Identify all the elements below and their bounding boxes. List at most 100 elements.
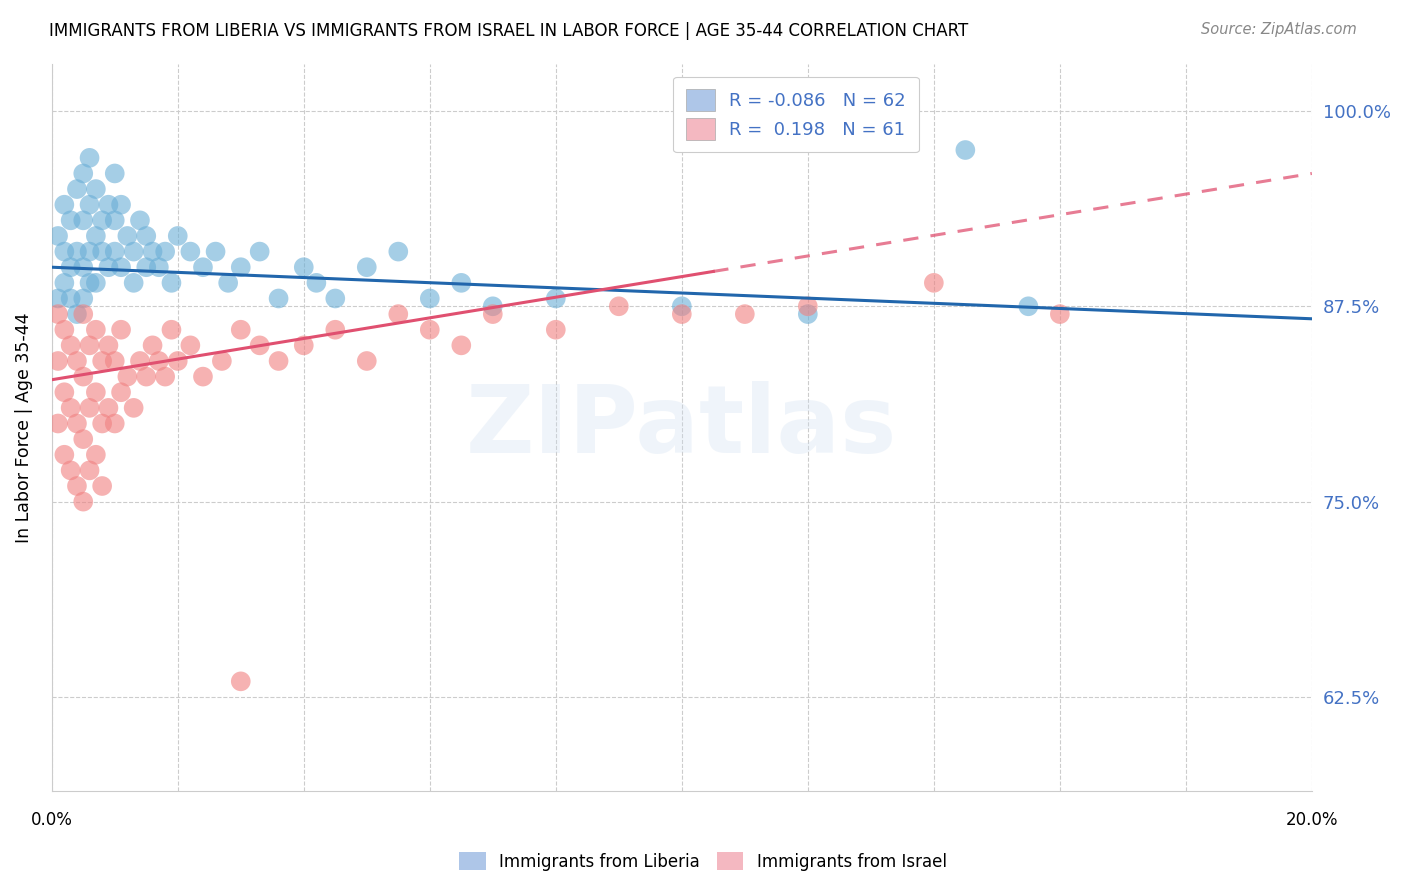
Point — [110, 385, 132, 400]
Point — [53, 244, 76, 259]
Point — [104, 213, 127, 227]
Point — [84, 323, 107, 337]
Point — [797, 307, 820, 321]
Point — [53, 276, 76, 290]
Point — [135, 369, 157, 384]
Legend: Immigrants from Liberia, Immigrants from Israel: Immigrants from Liberia, Immigrants from… — [451, 844, 955, 880]
Text: IMMIGRANTS FROM LIBERIA VS IMMIGRANTS FROM ISRAEL IN LABOR FORCE | AGE 35-44 COR: IMMIGRANTS FROM LIBERIA VS IMMIGRANTS FR… — [49, 22, 969, 40]
Point — [79, 151, 101, 165]
Point — [1049, 307, 1071, 321]
Point — [292, 338, 315, 352]
Point — [91, 244, 114, 259]
Point — [387, 244, 409, 259]
Point — [66, 417, 89, 431]
Point — [153, 244, 176, 259]
Point — [323, 292, 346, 306]
Point — [267, 292, 290, 306]
Point — [79, 463, 101, 477]
Point — [84, 182, 107, 196]
Point — [249, 338, 271, 352]
Point — [166, 354, 188, 368]
Point — [142, 244, 165, 259]
Point — [84, 229, 107, 244]
Point — [46, 229, 69, 244]
Point — [53, 323, 76, 337]
Point — [148, 260, 170, 275]
Point — [59, 338, 82, 352]
Point — [544, 323, 567, 337]
Text: ZIPatlas: ZIPatlas — [467, 382, 897, 474]
Point — [191, 369, 214, 384]
Point — [72, 213, 94, 227]
Point — [117, 369, 139, 384]
Point — [191, 260, 214, 275]
Point — [110, 197, 132, 211]
Point — [122, 276, 145, 290]
Text: Source: ZipAtlas.com: Source: ZipAtlas.com — [1201, 22, 1357, 37]
Point — [267, 354, 290, 368]
Point — [72, 369, 94, 384]
Point — [104, 244, 127, 259]
Point — [481, 307, 503, 321]
Point — [46, 292, 69, 306]
Point — [59, 260, 82, 275]
Point — [122, 244, 145, 259]
Point — [734, 307, 756, 321]
Point — [66, 354, 89, 368]
Point — [110, 260, 132, 275]
Point — [153, 369, 176, 384]
Point — [211, 354, 233, 368]
Point — [59, 463, 82, 477]
Point — [292, 260, 315, 275]
Point — [229, 260, 252, 275]
Point — [117, 229, 139, 244]
Point — [179, 244, 201, 259]
Point — [129, 354, 152, 368]
Point — [72, 166, 94, 180]
Point — [179, 338, 201, 352]
Point — [104, 166, 127, 180]
Point — [122, 401, 145, 415]
Point — [104, 417, 127, 431]
Point — [166, 229, 188, 244]
Point — [66, 307, 89, 321]
Point — [217, 276, 239, 290]
Point — [72, 432, 94, 446]
Point — [922, 276, 945, 290]
Point — [72, 292, 94, 306]
Point — [53, 385, 76, 400]
Point — [97, 401, 120, 415]
Point — [229, 323, 252, 337]
Point — [1017, 299, 1039, 313]
Point — [46, 354, 69, 368]
Point — [387, 307, 409, 321]
Point — [59, 292, 82, 306]
Point — [450, 276, 472, 290]
Point — [72, 494, 94, 508]
Point — [671, 307, 693, 321]
Point — [91, 213, 114, 227]
Point — [91, 354, 114, 368]
Point — [142, 338, 165, 352]
Point — [79, 276, 101, 290]
Point — [671, 299, 693, 313]
Point — [481, 299, 503, 313]
Point — [66, 182, 89, 196]
Point — [955, 143, 977, 157]
Point — [72, 260, 94, 275]
Point — [356, 260, 378, 275]
Legend: R = -0.086   N = 62, R =  0.198   N = 61: R = -0.086 N = 62, R = 0.198 N = 61 — [673, 77, 918, 153]
Point — [419, 292, 441, 306]
Text: 20.0%: 20.0% — [1285, 811, 1339, 829]
Point — [249, 244, 271, 259]
Point — [79, 197, 101, 211]
Point — [148, 354, 170, 368]
Point — [129, 213, 152, 227]
Point — [79, 338, 101, 352]
Point — [79, 401, 101, 415]
Point — [135, 260, 157, 275]
Point — [59, 213, 82, 227]
Point — [84, 448, 107, 462]
Point — [450, 338, 472, 352]
Point — [53, 197, 76, 211]
